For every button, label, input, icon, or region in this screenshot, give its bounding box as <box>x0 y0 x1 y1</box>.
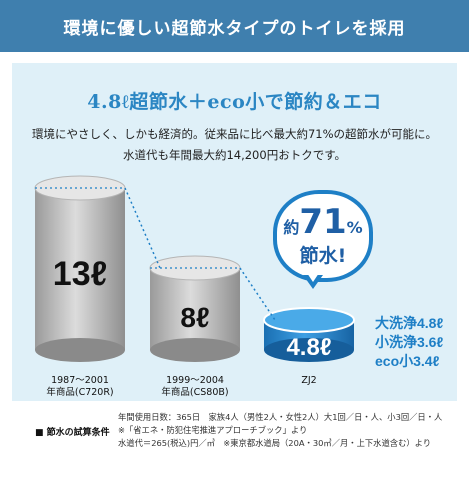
cylinder-1-value: 13ℓ <box>52 255 108 293</box>
bubble-prefix: 約 <box>283 217 300 237</box>
savings-bubble: 約71% 節水! <box>273 190 373 282</box>
cylinder-2-model: 年商品(CS80B) <box>161 386 229 398</box>
wash-large: 大洗浄4.8ℓ <box>375 315 444 331</box>
description-line-2: 水道代も年間最大約14,200円おトクです。 <box>122 148 347 162</box>
cylinder-1-period: 1987〜2001 <box>51 375 109 386</box>
cylinder-1-label: 1987〜2001 年商品(C720R) <box>35 375 125 399</box>
headline: 4.8ℓ超節水＋eco小で節約＆エコ <box>87 91 382 113</box>
wash-small: 小洗浄3.6ℓ <box>375 334 444 350</box>
page-header: 環境に優しい超節水タイプのトイレを採用 <box>0 0 469 52</box>
description-line-1: 環境にやさしく、しかも経済的。従来品に比べ最大約71%の超節水が可能に。 <box>31 127 438 141</box>
cylinder-2-label: 1999〜2004 年商品(CS80B) <box>150 375 240 399</box>
cylinder-3-label: ZJ2 <box>264 375 354 387</box>
condition-line-2: ※「省エネ・防犯住宅推進アプローチブック」より <box>118 425 308 435</box>
cylinder-1-model: 年商品(C720R) <box>46 386 114 398</box>
condition-line-3: 水道代＝265(税込)円／㎥ ※東京都水道局（20A・30㎥／月・上下水道含む）… <box>118 438 432 448</box>
page-title: 環境に優しい超節水タイプのトイレを採用 <box>63 18 406 39</box>
bubble-percent-value: 71 <box>299 201 347 242</box>
wash-eco: eco小3.4ℓ <box>375 353 440 369</box>
bubble-bottom-text: 節水! <box>299 244 347 267</box>
bubble-percent-sign: % <box>346 217 363 237</box>
conditions-label: ■ 節水の試算条件 <box>35 428 110 438</box>
condition-line-1: 年間使用日数：365日 家族4人（男性2人・女性2人）大1回／日・人、小3回／日… <box>118 412 443 422</box>
bubble-tail-inner <box>307 273 319 282</box>
cylinder-3-model: ZJ2 <box>301 375 317 386</box>
cylinder-2-value: 8ℓ <box>180 302 210 333</box>
cylinder-3-value: 4.8ℓ <box>286 334 332 361</box>
bubble-percent: 約71% <box>283 205 362 239</box>
cylinder-2-period: 1999〜2004 <box>166 375 224 386</box>
